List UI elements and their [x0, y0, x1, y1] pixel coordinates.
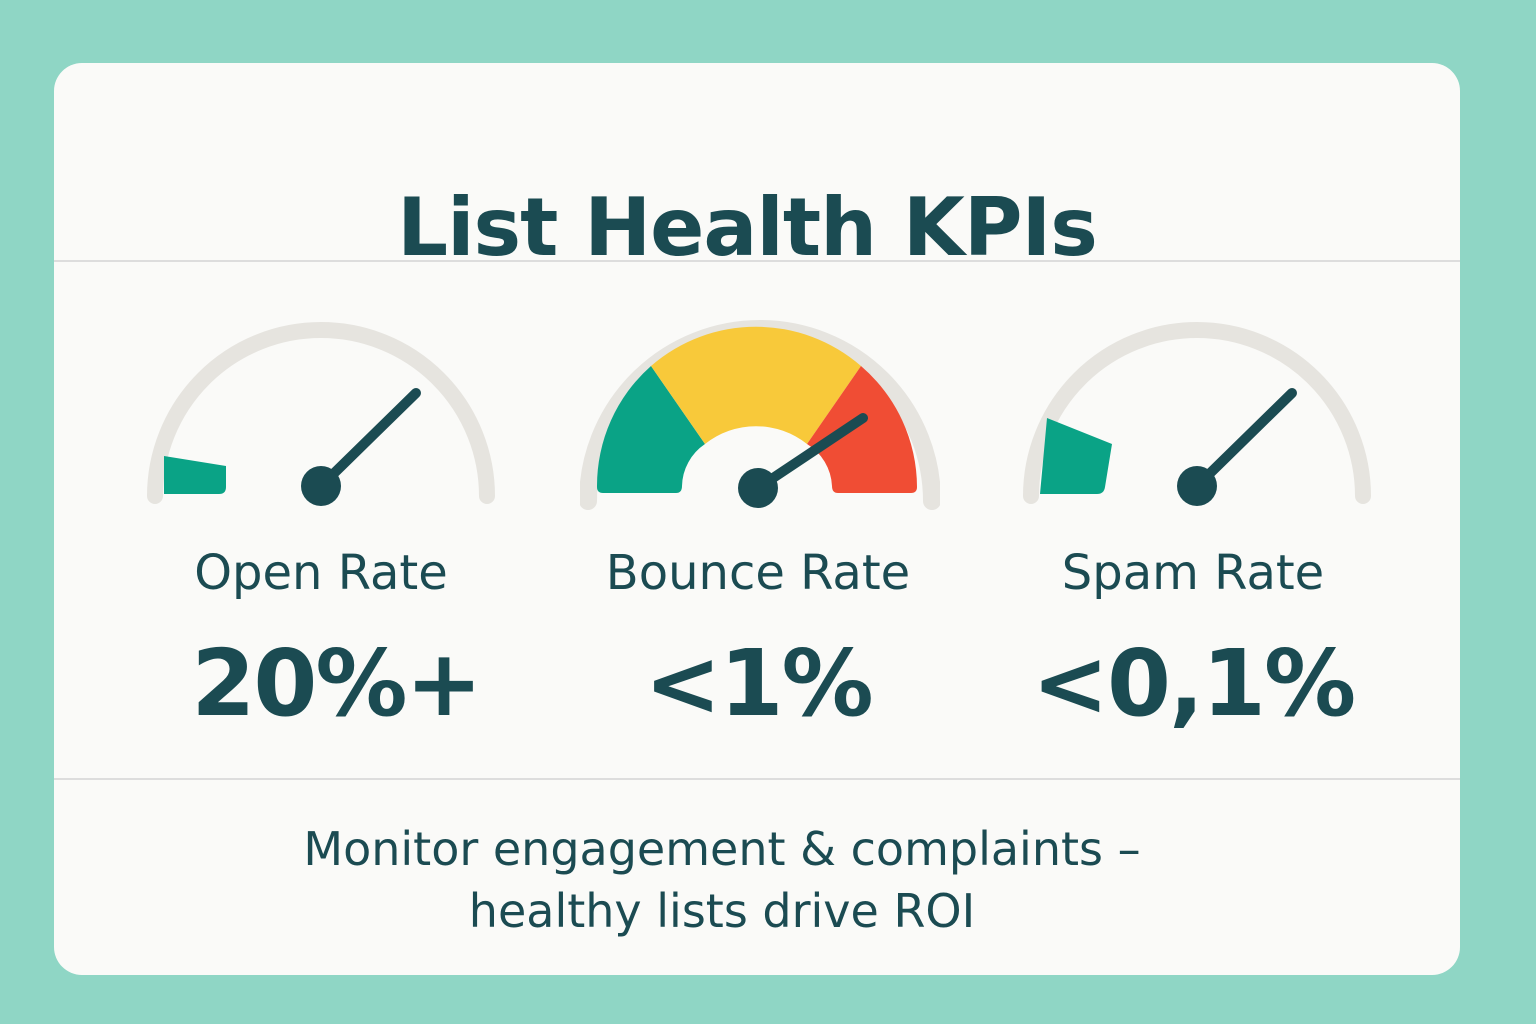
- open-rate-label: Open Rate: [194, 545, 448, 601]
- spam-rate-gauge-icon: [1023, 322, 1371, 506]
- spam-rate-value: <0,1%: [1031, 630, 1356, 737]
- page-title: List Health KPIs: [397, 181, 1098, 274]
- footer-divider: [54, 778, 1460, 780]
- footer-line-1: Monitor engagement & complaints –: [303, 822, 1141, 876]
- bounce-rate-gauge-icon: [580, 320, 940, 510]
- open-rate-value: 20%+: [191, 630, 482, 737]
- bounce-rate-value: <1%: [644, 630, 873, 737]
- bounce-rate-label: Bounce Rate: [605, 545, 911, 601]
- footer-line-2: healthy lists drive ROI: [468, 884, 976, 938]
- header-divider: [54, 260, 1460, 262]
- footer-message: Monitor engagement & complaints – health…: [54, 818, 1390, 942]
- spam-rate-label: Spam Rate: [1061, 545, 1325, 601]
- kpi-card: List Health KPIs Open Rate Bounce Rate S…: [54, 63, 1460, 975]
- open-rate-gauge-icon: [147, 322, 495, 506]
